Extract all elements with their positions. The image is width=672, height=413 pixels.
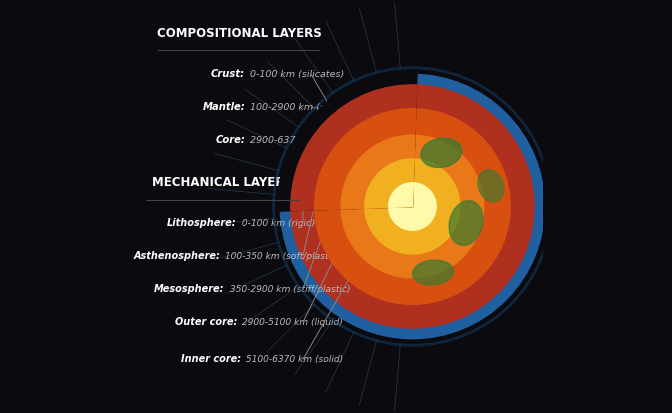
Wedge shape (341, 135, 415, 209)
Wedge shape (388, 183, 413, 207)
Text: 0-100 km (rigid): 0-100 km (rigid) (239, 218, 315, 228)
Text: Mantle:: Mantle: (202, 102, 245, 112)
Text: COMPOSITIONAL LAYERS: COMPOSITIONAL LAYERS (157, 27, 321, 40)
Ellipse shape (478, 170, 504, 202)
Wedge shape (365, 159, 414, 208)
Circle shape (280, 74, 544, 339)
Text: 100-2900 km (silicates): 100-2900 km (silicates) (247, 103, 362, 112)
Wedge shape (278, 72, 417, 211)
Circle shape (388, 183, 436, 230)
Ellipse shape (421, 138, 462, 168)
Text: Mesosphere:: Mesosphere: (154, 284, 224, 294)
Text: 100-350 km (soft/plastic): 100-350 km (soft/plastic) (222, 252, 340, 261)
Circle shape (291, 85, 534, 328)
Circle shape (314, 109, 510, 304)
Text: 0-100 km (silicates): 0-100 km (silicates) (247, 70, 345, 79)
Text: 2900-6370 km (iron, nickel): 2900-6370 km (iron, nickel) (247, 136, 382, 145)
Text: Asthenosphere:: Asthenosphere: (134, 251, 220, 261)
Text: Crust:: Crust: (211, 69, 245, 79)
Wedge shape (314, 109, 416, 210)
Ellipse shape (449, 201, 483, 245)
Wedge shape (291, 85, 417, 211)
Text: 5100-6370 km (solid): 5100-6370 km (solid) (243, 355, 343, 364)
Text: Core:: Core: (215, 135, 245, 145)
Text: MECHANICAL LAYERS: MECHANICAL LAYERS (152, 176, 293, 188)
Text: Lithosphere:: Lithosphere: (167, 218, 237, 228)
Text: Inner core:: Inner core: (181, 354, 241, 364)
Circle shape (341, 135, 484, 278)
Circle shape (365, 159, 460, 254)
Text: 350-2900 km (stiff/plastic): 350-2900 km (stiff/plastic) (226, 285, 350, 294)
Ellipse shape (413, 260, 454, 285)
Text: Outer core:: Outer core: (175, 317, 237, 327)
Text: 2900-5100 km (liquid): 2900-5100 km (liquid) (239, 318, 343, 327)
